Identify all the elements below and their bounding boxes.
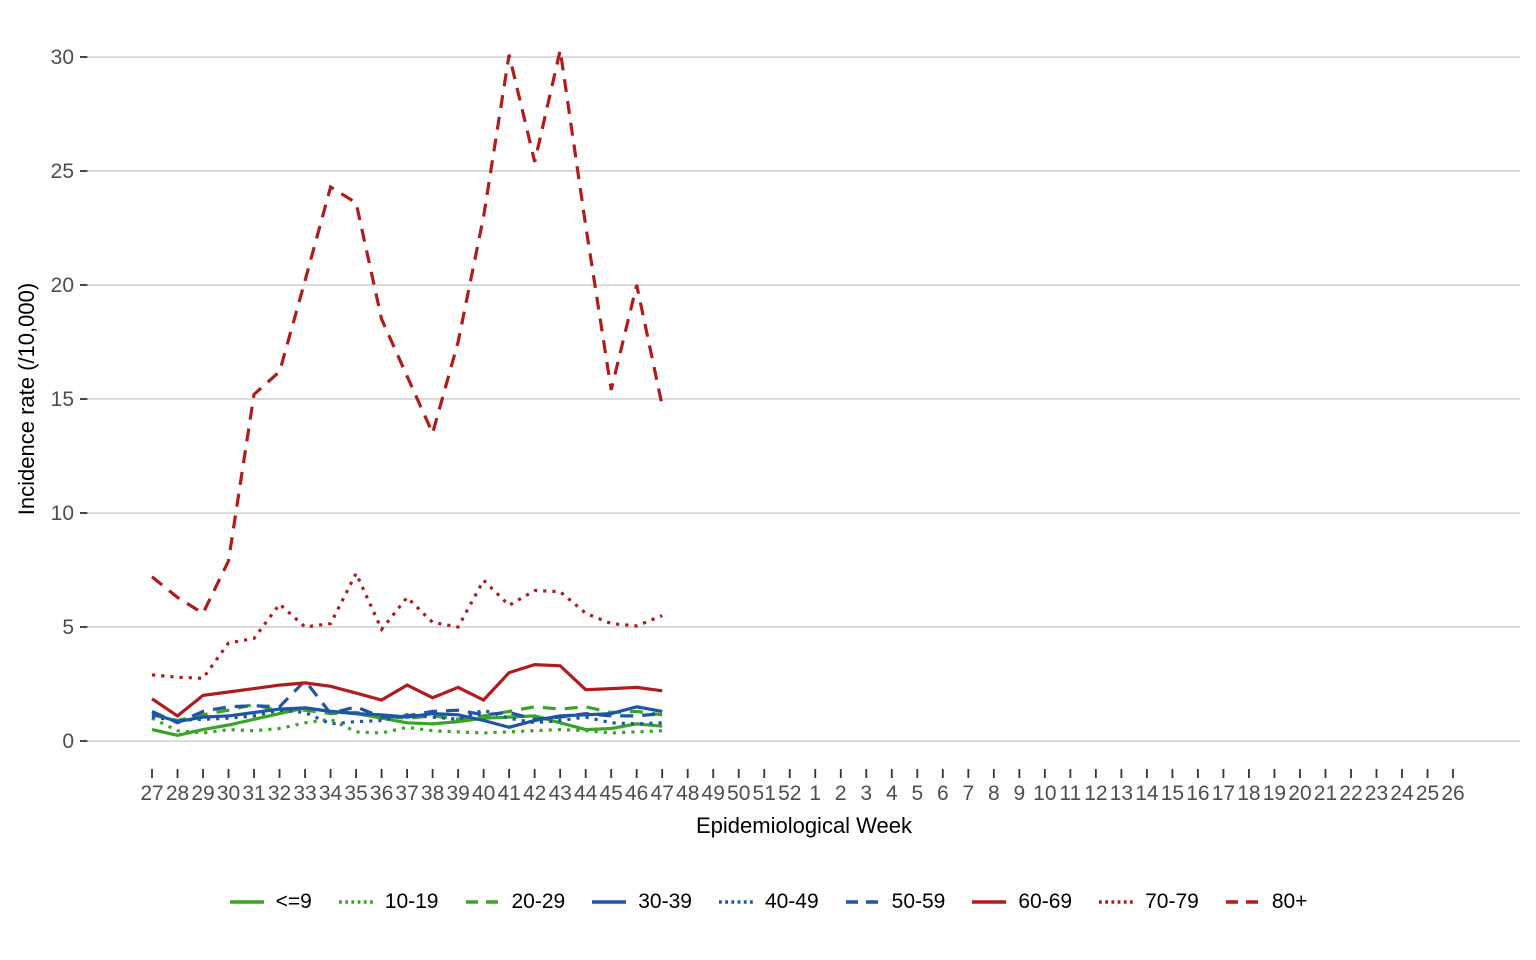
legend-label: 60-69 bbox=[1018, 890, 1073, 913]
x-tick-label: 33 bbox=[293, 782, 316, 805]
x-tick-label: 46 bbox=[625, 782, 648, 805]
x-axis-title: Epidemiological Week bbox=[695, 813, 913, 838]
series-line-50-59 bbox=[151, 678, 663, 725]
legend-key-line bbox=[592, 900, 627, 904]
series-line-<=9 bbox=[151, 706, 663, 737]
x-tick-label: 34 bbox=[319, 782, 343, 805]
x-tick-label: 40 bbox=[472, 782, 495, 805]
x-tick-label: 29 bbox=[191, 782, 214, 805]
legend-label: 40-49 bbox=[764, 890, 819, 913]
x-tick-label: 17 bbox=[1212, 782, 1235, 805]
x-tick-label: 32 bbox=[268, 782, 291, 805]
x-tick-label: 25 bbox=[1416, 782, 1439, 805]
legend-key-line bbox=[1099, 900, 1134, 904]
x-tick-label: 18 bbox=[1237, 782, 1260, 805]
legend-item-40-49: 40-49 bbox=[718, 890, 819, 914]
y-tick-label: 0 bbox=[62, 730, 74, 753]
x-tick-label: 3 bbox=[860, 782, 872, 805]
legend-key-line bbox=[338, 900, 373, 904]
y-tick-label: 10 bbox=[51, 502, 74, 525]
x-tick-label: 45 bbox=[600, 782, 623, 805]
y-tick-label: 30 bbox=[51, 46, 74, 69]
legend-key-line bbox=[229, 900, 264, 904]
legend-label: 10-19 bbox=[384, 890, 439, 913]
series-line-70-79 bbox=[151, 569, 663, 680]
x-tick-label: 35 bbox=[344, 782, 367, 805]
legend-label: 20-29 bbox=[511, 890, 566, 913]
x-tick-label: 14 bbox=[1135, 782, 1159, 805]
legend-label: 70-79 bbox=[1145, 890, 1199, 913]
legend-item-50-59: 50-59 bbox=[845, 890, 946, 914]
x-tick-label: 36 bbox=[370, 782, 393, 805]
x-tick-label: 50 bbox=[727, 782, 750, 805]
legend-key-line bbox=[845, 900, 880, 904]
series-line-20-29 bbox=[151, 702, 663, 723]
x-tick-label: 15 bbox=[1161, 782, 1184, 805]
x-tick-label: 49 bbox=[702, 782, 725, 805]
series-line-80+ bbox=[150, 49, 664, 616]
x-tick-label: 24 bbox=[1390, 782, 1414, 805]
x-tick-label: 10 bbox=[1033, 782, 1056, 805]
series-line-60-69 bbox=[151, 662, 663, 718]
x-tick-label: 6 bbox=[937, 782, 949, 805]
legend-key-line bbox=[718, 900, 753, 904]
y-tick-label: 25 bbox=[51, 160, 74, 183]
x-tick-label: 13 bbox=[1110, 782, 1133, 805]
x-tick-label: 7 bbox=[962, 782, 974, 805]
x-tick-label: 41 bbox=[497, 782, 520, 805]
x-tick-label: 19 bbox=[1263, 782, 1286, 805]
x-tick-label: 51 bbox=[753, 782, 776, 805]
x-tick-label: 27 bbox=[140, 782, 163, 805]
y-axis-title: Incidence rate (/10,000) bbox=[14, 282, 39, 516]
legend-item-20-29: 20-29 bbox=[465, 890, 566, 914]
x-tick-label: 11 bbox=[1059, 782, 1081, 805]
x-tick-label: 44 bbox=[574, 782, 598, 805]
series-line-10-19 bbox=[151, 716, 663, 735]
x-tick-label: 2 bbox=[835, 782, 847, 805]
x-tick-label: 26 bbox=[1441, 782, 1464, 805]
x-tick-label: 37 bbox=[395, 782, 418, 805]
x-tick-label: 47 bbox=[651, 782, 674, 805]
x-tick-label: 52 bbox=[778, 782, 801, 805]
x-tick-label: 28 bbox=[166, 782, 189, 805]
x-tick-label: 1 bbox=[809, 782, 821, 805]
x-tick-label: 43 bbox=[548, 782, 571, 805]
x-tick-label: 48 bbox=[676, 782, 699, 805]
x-tick-label: 8 bbox=[988, 782, 1000, 805]
x-tick-label: 20 bbox=[1288, 782, 1311, 805]
legend-item-80+: 80+ bbox=[1225, 890, 1308, 914]
chart-legend: <=9 10-19 20-29 30-39 40-49 50-59 60-69 70-79 80… bbox=[0, 890, 1536, 914]
x-tick-label: 39 bbox=[446, 782, 469, 805]
x-tick-label: 21 bbox=[1314, 782, 1337, 805]
x-tick-label: 30 bbox=[217, 782, 240, 805]
y-tick-label: 20 bbox=[51, 274, 74, 297]
y-tick-label: 15 bbox=[51, 388, 74, 411]
legend-label: 30-39 bbox=[638, 890, 692, 913]
legend-key-line bbox=[972, 900, 1007, 904]
x-tick-label: 38 bbox=[421, 782, 444, 805]
legend-label: 50-59 bbox=[891, 890, 946, 913]
x-tick-label: 31 bbox=[242, 782, 265, 805]
legend-item-30-39: 30-39 bbox=[591, 890, 692, 914]
x-tick-label: 23 bbox=[1365, 782, 1388, 805]
legend-item-70-79: 70-79 bbox=[1098, 890, 1199, 914]
legend-item-<=9: <=9 bbox=[229, 890, 312, 914]
x-tick-label: 9 bbox=[1013, 782, 1025, 805]
legend-label: 80+ bbox=[1271, 890, 1308, 913]
x-tick-label: 4 bbox=[886, 782, 898, 805]
x-tick-label: 22 bbox=[1339, 782, 1362, 805]
legend-item-60-69: 60-69 bbox=[971, 890, 1072, 914]
legend-label: <=9 bbox=[275, 890, 312, 913]
x-tick-label: 42 bbox=[523, 782, 546, 805]
x-tick-label: 16 bbox=[1186, 782, 1209, 805]
legend-item-10-19: 10-19 bbox=[338, 890, 439, 914]
y-tick-label: 5 bbox=[62, 616, 74, 639]
x-tick-label: 5 bbox=[911, 782, 923, 805]
x-tick-label: 12 bbox=[1084, 782, 1107, 805]
legend-key-line bbox=[465, 900, 500, 904]
legend-key-line bbox=[1225, 900, 1260, 904]
